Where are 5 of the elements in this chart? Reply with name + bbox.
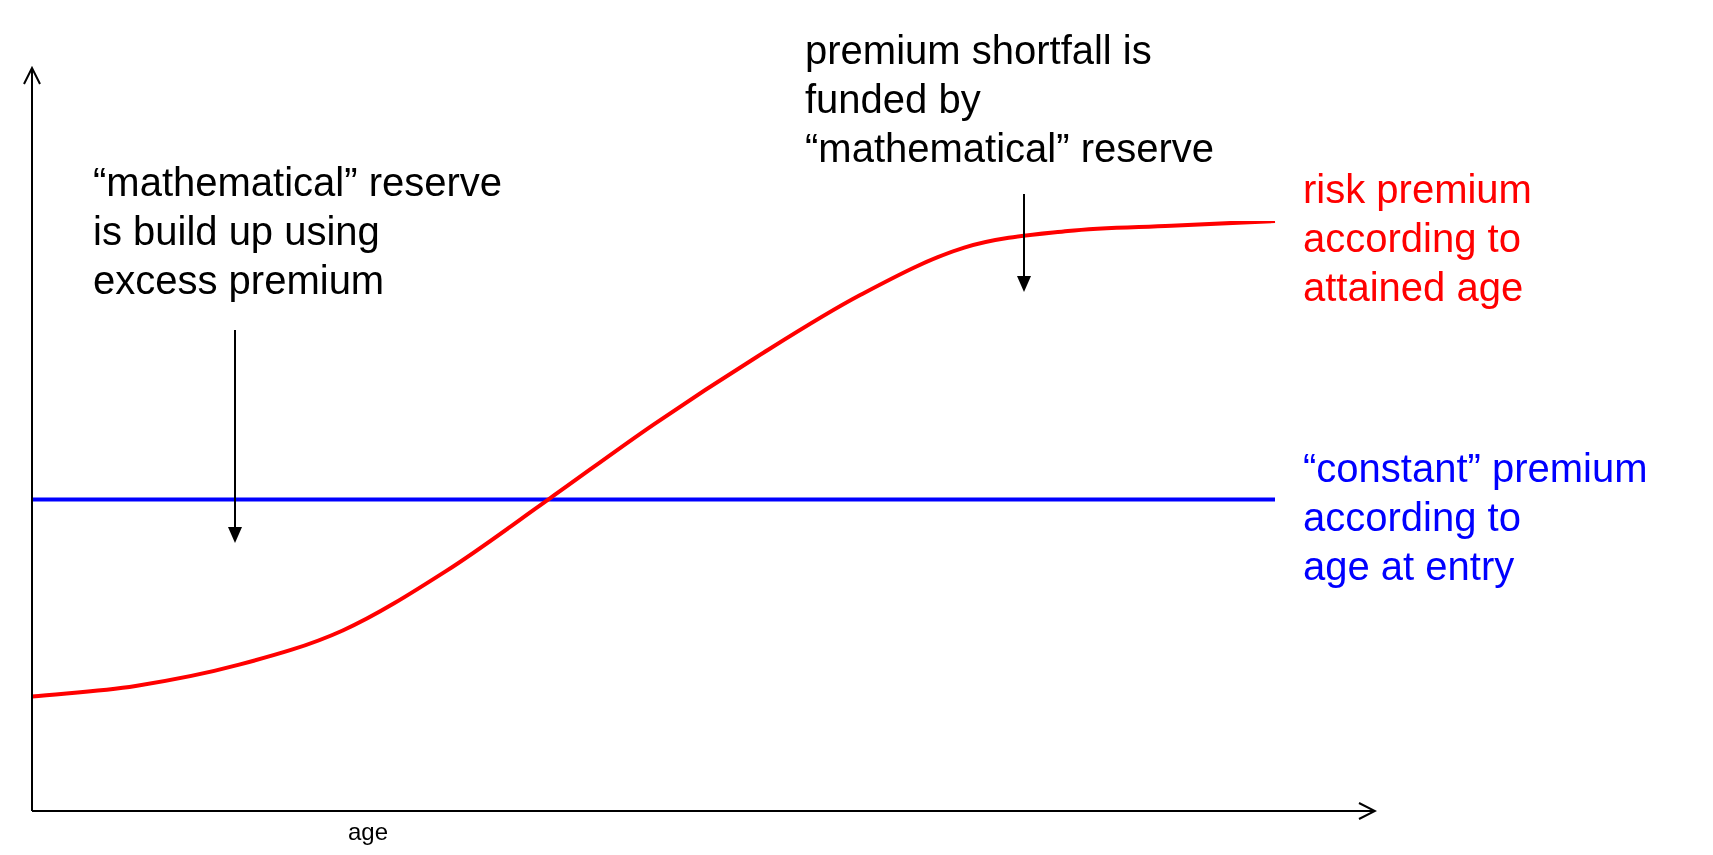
annotation: “mathematical” reserve is build up using excess premium [93, 159, 503, 304]
x-axis-title: age [347, 818, 389, 846]
series-label: “constant” premium according to age at entry [1303, 445, 1648, 588]
series-label: risk premium according to attained age [1303, 167, 1532, 310]
text: premium shortfall is funded by “mathematical” reserve [805, 27, 1215, 172]
